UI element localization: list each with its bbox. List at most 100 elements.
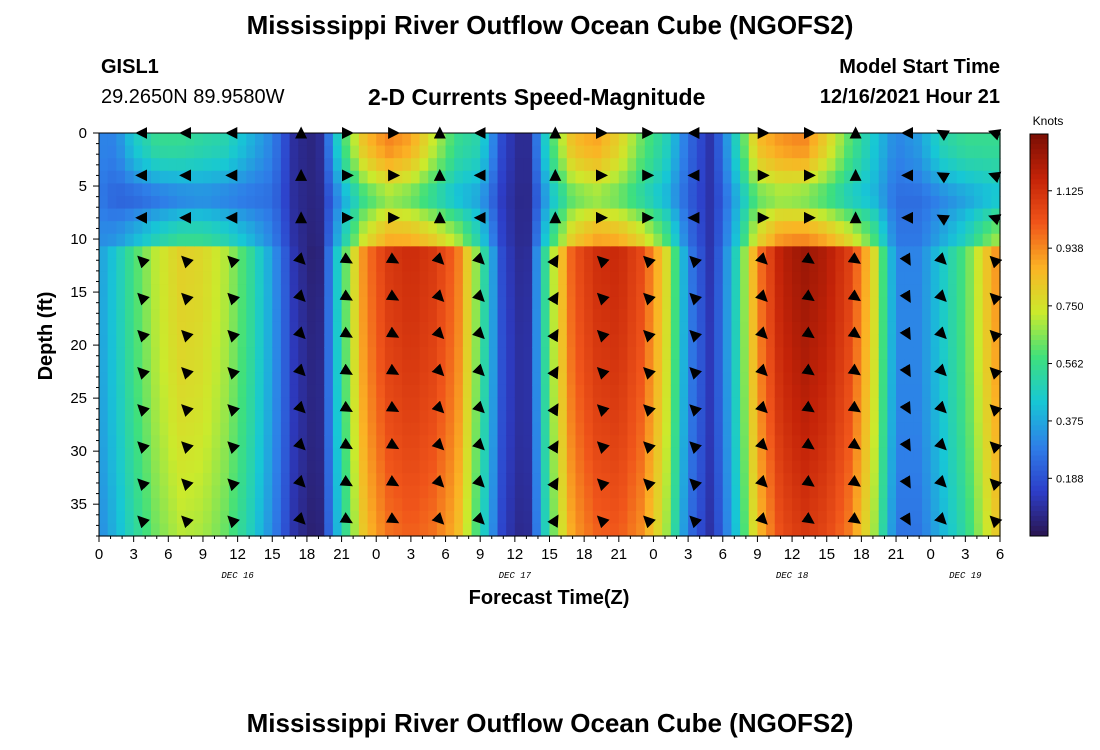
heatmap-cell [306,133,317,147]
heatmap-cell [792,296,802,310]
colorbar-step [1030,309,1048,316]
colorbar-step [1030,174,1048,180]
heatmap-cell [436,145,447,159]
heatmap-cell [124,145,135,159]
heatmap-cell [410,523,421,537]
heatmap-cell [930,359,940,373]
heatmap-cell [818,158,828,172]
heatmap-cell [254,221,265,235]
heatmap-cell [913,410,923,424]
heatmap-cell [679,258,689,273]
heatmap-cell [922,221,932,235]
heatmap-cell [393,485,403,499]
heatmap-cell [176,334,187,348]
heatmap-cell [722,158,733,172]
heatmap-cell [575,422,585,436]
heatmap-cell [384,258,395,273]
heatmap-cell [445,221,455,235]
heatmap-cell [454,435,464,449]
heatmap-cell [480,258,490,273]
heatmap-cell [488,284,499,298]
heatmap-cell [150,347,161,361]
heatmap-cell [809,334,819,348]
current-vector [936,172,950,184]
current-vector [596,329,610,343]
heatmap-cell [696,208,707,222]
heatmap-cell [142,321,152,336]
heatmap-cell [298,258,308,273]
heatmap-cell [748,359,759,373]
heatmap-cell [454,473,464,487]
heatmap-cell [332,410,343,424]
heatmap-cell [523,410,533,424]
current-vector [137,404,150,417]
heatmap-cell [367,145,377,159]
heatmap-cell [393,334,403,348]
current-vector [547,477,559,491]
heatmap-cell [948,347,958,361]
heatmap-cell [150,447,161,462]
heatmap-cell [523,347,533,361]
heatmap-cell [549,498,559,512]
heatmap-cell [237,485,247,499]
heatmap-cell [653,284,663,298]
colorbar-step [1030,485,1048,492]
heatmap-cell [116,195,126,210]
heatmap-cell [324,158,334,172]
heatmap-cell [852,460,862,474]
heatmap-cell [142,347,152,361]
heatmap-cell [211,523,221,537]
heatmap-cell [922,133,932,147]
heatmap-cell [930,246,940,260]
heatmap-cell [800,410,810,424]
heatmap-cell [133,208,143,222]
heatmap-cell [688,208,698,222]
heatmap-cell [852,498,862,512]
heatmap-cell [384,460,395,474]
current-vector [292,400,306,414]
heatmap-cell [133,170,143,184]
heatmap-cell [575,133,585,147]
heatmap-cell [774,284,785,298]
heatmap-cell [731,271,741,285]
heatmap-cell [246,498,256,512]
heatmap-cell [532,321,542,336]
current-vector [472,326,485,340]
heatmap-cell [350,422,360,436]
heatmap-cell [436,347,447,361]
heatmap-cell [168,435,178,449]
current-vector [847,363,861,376]
heatmap-cell [289,498,299,512]
heatmap-cell [402,233,412,247]
heatmap-cell [740,271,750,285]
heatmap-cell [402,258,412,273]
heatmap-cell [792,246,802,260]
current-vector [431,363,445,377]
heatmap-cell [514,296,525,310]
heatmap-cell [263,284,273,298]
heatmap-cell [558,334,568,348]
heatmap-cell [402,473,412,487]
heatmap-cell [445,309,455,323]
heatmap-cell [480,296,490,310]
heatmap-cell [740,498,750,512]
heatmap-cell [176,195,187,210]
heatmap-cell [462,170,473,184]
heatmap-cell [306,397,317,411]
heatmap-cell [150,460,161,474]
heatmap-cell [506,284,516,298]
heatmap-cell [350,296,360,310]
heatmap-cell [974,233,984,247]
heatmap-cell [428,208,438,222]
heatmap-cell [150,296,161,310]
heatmap-cell [653,473,663,487]
current-vector [643,404,656,417]
heatmap-cell [696,510,707,524]
heatmap-cell [792,221,802,235]
heatmap-cell [306,410,317,424]
heatmap-cell [471,158,481,172]
heatmap-cell [324,359,334,373]
heatmap-cell [965,221,975,235]
heatmap-cell [237,258,247,273]
heatmap-cell [748,523,759,537]
